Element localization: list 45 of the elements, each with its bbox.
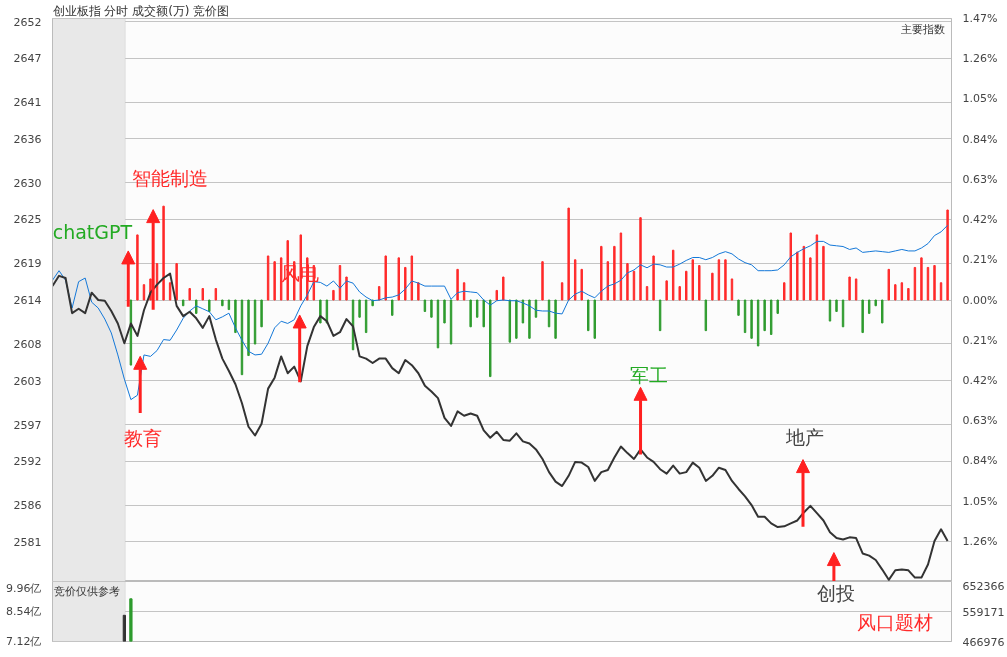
y2-tick-label: 1.05%: [962, 92, 998, 106]
y-tick-label: 2581: [13, 535, 42, 549]
y2-tick-label: 0.84%: [962, 132, 998, 146]
y2-tick-label: 652366: [962, 579, 1005, 593]
y2-tick-label: 0.21%: [962, 333, 998, 347]
annotation: 风口题材: [856, 610, 933, 633]
annotation: 创投: [816, 581, 855, 604]
y2-tick-label: 0.84%: [962, 454, 998, 468]
y-tick-label: 2614: [13, 294, 42, 307]
y2-tick-label: 559171: [962, 605, 1005, 619]
y-tick-label: 2630: [13, 176, 42, 190]
y-tick-label: 2603: [13, 374, 42, 388]
y-tick-label: 2625: [13, 213, 42, 227]
y-tick-label: 2647: [13, 52, 42, 66]
y-tick-label: 7.12亿: [6, 635, 42, 648]
line-series: [52, 224, 949, 401]
y2-tick-label: 1.05%: [962, 494, 998, 508]
annotation: 智能制造: [132, 166, 209, 189]
y-tick-label: 2619: [13, 257, 42, 271]
annotation: 教育: [124, 426, 163, 449]
y-tick-label: 2597: [13, 418, 42, 432]
annotation: chatGPT: [52, 221, 133, 244]
y2-tick-label: 0.63%: [962, 172, 998, 186]
y2-tick-label: 0.42%: [962, 373, 998, 387]
annotation: 竞价仅供参考: [54, 584, 121, 598]
y-tick-label: 9.96亿: [6, 581, 42, 595]
y-tick-label: 2636: [13, 132, 42, 146]
annotation: 军工: [629, 363, 668, 386]
y2-tick-label: 0.21%: [962, 253, 998, 267]
y2-tick-label: 0.42%: [962, 213, 998, 227]
y2-tick-label: 0.00%: [962, 293, 998, 307]
chart-title: 创业板指 分时 成交额(万) 竞价图: [52, 3, 230, 18]
annotation: 地产: [784, 425, 824, 448]
y2-tick-label: 1.26%: [962, 52, 998, 66]
y2-tick-label: 466976: [962, 635, 1005, 649]
y-tick-label: 2586: [13, 499, 42, 513]
y-tick-label: 2608: [13, 337, 42, 351]
y-tick-label: 2641: [13, 96, 42, 110]
y2-tick-label: 0.63%: [962, 414, 998, 428]
y2-tick-label: 1.26%: [962, 534, 998, 548]
annotation: 主要指数: [900, 22, 945, 36]
y-tick-label: 8.54亿: [6, 605, 42, 618]
y-tick-label: 2652: [13, 15, 42, 29]
y2-tick-label: 1.47%: [962, 12, 998, 25]
y-tick-label: 2592: [13, 455, 42, 469]
